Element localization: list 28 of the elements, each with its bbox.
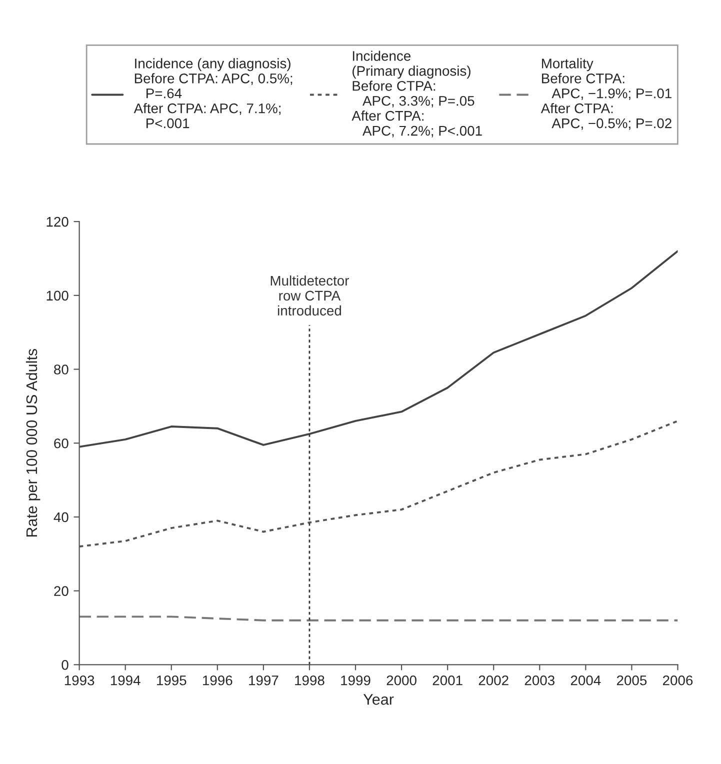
x-tick-label: 2004 [570, 675, 601, 686]
legend-label: Mortality Before CTPA: APC, −1.9%; P=.01 After CTPA: APC, −0.5%; P=.02 [540, 58, 672, 130]
x-tick-label: 1993 [64, 675, 94, 686]
y-tick-label: 100 [46, 290, 68, 301]
x-tick-label: 1996 [203, 675, 232, 686]
y-tick-label: 80 [54, 364, 68, 374]
legend-label: Incidence (any diagnosis) Before CTPA: APC, 0.5%; P=.64 After CTPA: APC, 7.1%; P<.001 [134, 58, 292, 128]
ref-line-label: Multidetector row CTPA introduced [270, 275, 349, 316]
y-tick-label: 120 [46, 216, 68, 227]
x-axis-title: Year [363, 694, 394, 705]
x-tick-label: 1998 [295, 675, 324, 686]
y-tick-label: 60 [54, 438, 68, 448]
legend-label: Incidence (Primary diagnosis) Before CTPA: APC, 3.3%; P=.05 After CTPA: APC, 7.2%; P<.001 [352, 50, 482, 138]
y-tick-label: 40 [54, 512, 68, 522]
x-tick-label: 2005 [616, 675, 647, 686]
x-tick-label: 1994 [110, 675, 140, 686]
x-tick-label: 1997 [249, 675, 278, 686]
x-tick-label: 2003 [524, 675, 554, 686]
x-tick-label: 2002 [478, 675, 508, 686]
y-tick-label: 20 [54, 586, 68, 596]
x-tick-label: 2000 [386, 675, 416, 686]
y-axis-title: Rate per 100 000 US Adults [26, 348, 40, 537]
x-tick-label: 1995 [156, 675, 186, 686]
x-tick-label: 2006 [662, 675, 693, 686]
x-tick-label: 2001 [432, 675, 462, 686]
y-tick-label: 0 [62, 660, 68, 670]
x-tick-label: 1999 [341, 675, 370, 686]
line-series [79, 250, 678, 448]
